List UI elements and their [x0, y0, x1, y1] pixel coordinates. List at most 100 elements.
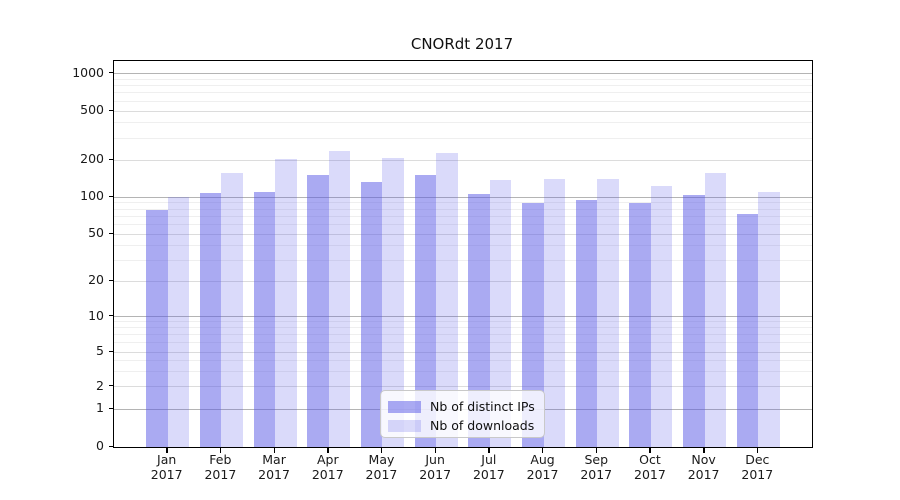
x-tick-label-feb: Feb 2017 — [188, 452, 252, 482]
legend-label-downloads: Nb of downloads — [430, 418, 535, 433]
x-tick-year: 2017 — [687, 466, 720, 482]
y-tick-mark — [109, 109, 114, 111]
x-tick-month: May — [368, 452, 395, 467]
gridline-minor — [114, 321, 812, 323]
bar-may-downloads — [382, 158, 404, 447]
chart-title: CNORdt 2017 — [410, 35, 514, 53]
gridline-minor — [114, 259, 812, 261]
x-tick-label-jul: Jul 2017 — [457, 452, 521, 482]
gridline-minor — [114, 223, 812, 225]
gridline — [114, 351, 812, 353]
bar-nov-downloads — [704, 172, 727, 447]
bar-jan-downloads — [167, 197, 190, 447]
legend-entry-downloads: Nb of downloads — [388, 416, 536, 435]
y-tick-label: 1 — [96, 400, 104, 415]
y-tick-mark — [109, 407, 114, 409]
y-tick-label: 2 — [96, 377, 104, 393]
gridline — [114, 159, 812, 161]
gridline — [114, 73, 812, 74]
gridline-minor — [114, 137, 812, 139]
x-tick-mark — [649, 448, 651, 453]
x-tick-month: Mar — [262, 452, 286, 467]
gridline-minor — [114, 370, 812, 372]
bar-jun-downloads — [436, 153, 458, 447]
x-tick-label-mar: Mar 2017 — [242, 452, 306, 482]
x-tick-mark — [488, 448, 490, 453]
bar-mar-downloads — [275, 159, 297, 447]
bar-aug-distinct-ips — [522, 202, 544, 447]
bar-feb-distinct-ips — [199, 192, 222, 447]
plot-area — [113, 60, 813, 448]
gridline — [114, 110, 812, 112]
x-tick-label-jan: Jan 2017 — [135, 452, 199, 482]
x-tick-mark — [327, 448, 329, 453]
y-tick-label: 10 — [88, 307, 104, 323]
bar-aug-downloads — [543, 179, 566, 447]
legend-swatch-distinct-ips — [388, 400, 421, 413]
gridline — [114, 280, 812, 282]
bar-may-distinct-ips — [360, 181, 383, 447]
bar-apr-downloads — [328, 150, 351, 447]
y-tick-label: 0 — [96, 438, 104, 453]
legend: Nb of distinct IPs Nb of downloads — [380, 390, 545, 438]
y-tick-label: 100 — [80, 188, 104, 204]
gridline-minor — [114, 122, 812, 124]
x-tick-month: Jan — [157, 452, 177, 467]
x-tick-month: Dec — [745, 452, 770, 467]
y-tick-mark — [109, 232, 114, 234]
gridline-minor — [114, 359, 812, 361]
x-tick-month: Aug — [530, 452, 555, 467]
y-tick-label: 5 — [96, 343, 104, 358]
x-tick-label-dec: Dec 2017 — [725, 452, 789, 482]
x-tick-mark — [219, 448, 222, 453]
x-tick-mark — [756, 448, 759, 453]
y-tick-mark — [109, 445, 114, 447]
x-tick-year: 2017 — [258, 466, 290, 482]
bar-dec-downloads — [758, 191, 780, 447]
y-tick-mark — [109, 385, 114, 387]
x-tick-year: 2017 — [150, 466, 183, 482]
x-tick-mark — [166, 448, 168, 453]
x-tick-month: Oct — [639, 452, 661, 467]
x-tick-month: Feb — [209, 452, 232, 467]
legend-label-distinct-ips: Nb of distinct IPs — [430, 399, 535, 414]
y-tick-mark — [109, 158, 114, 160]
y-tick-mark — [109, 350, 114, 352]
x-tick-label-apr: Apr 2017 — [296, 452, 360, 482]
y-tick-label: 1000 — [72, 64, 104, 80]
x-tick-mark — [595, 448, 598, 453]
bar-sep-downloads — [597, 178, 619, 447]
x-tick-label-nov: Nov 2017 — [672, 452, 736, 482]
y-tick-mark — [109, 315, 114, 317]
gridline-minor — [114, 92, 812, 94]
gridline-minor — [114, 208, 812, 210]
y-tick-label: 20 — [88, 272, 104, 287]
bar-jul-distinct-ips — [468, 193, 490, 447]
x-tick-mark — [542, 448, 544, 453]
x-tick-year: 2017 — [580, 466, 613, 482]
gridline-minor — [114, 100, 812, 102]
x-tick-mark — [434, 448, 437, 453]
gridline-minor — [114, 334, 812, 336]
gridline — [114, 386, 812, 387]
x-tick-label-aug: Aug 2017 — [511, 452, 575, 482]
bar-jul-downloads — [489, 180, 512, 447]
bar-jun-distinct-ips — [414, 175, 437, 447]
gridline-minor — [114, 78, 812, 80]
gridline-minor — [114, 342, 812, 344]
bar-feb-downloads — [221, 173, 243, 447]
y-tick-mark — [109, 195, 114, 198]
gridline-minor — [114, 244, 812, 246]
x-tick-month: Sep — [584, 452, 608, 467]
y-tick-label: 200 — [80, 151, 104, 166]
x-tick-mark — [273, 448, 275, 453]
gridline-minor — [114, 202, 812, 204]
y-tick-label: 50 — [88, 225, 104, 240]
bar-oct-distinct-ips — [629, 202, 651, 447]
bar-oct-downloads — [650, 186, 673, 447]
bar-sep-distinct-ips — [575, 200, 598, 447]
x-tick-label-may: May 2017 — [349, 452, 413, 482]
x-tick-month: Apr — [316, 452, 339, 467]
gridline — [114, 233, 812, 235]
